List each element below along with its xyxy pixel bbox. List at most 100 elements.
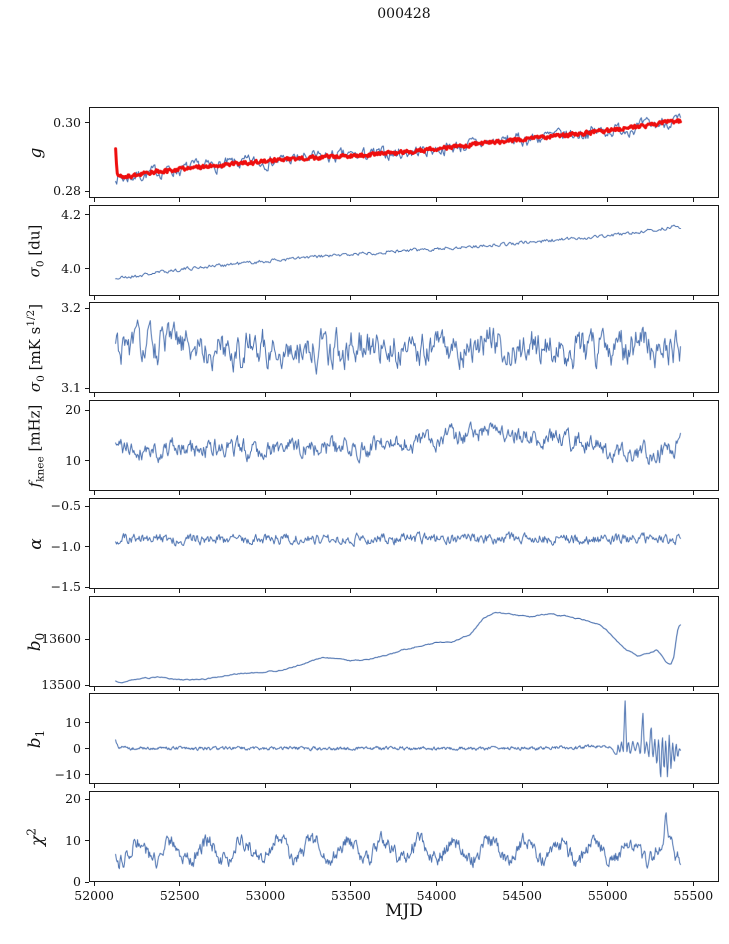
x-tickmark [436, 198, 438, 202]
x-tickmark [436, 491, 438, 495]
x-tickmark [692, 589, 694, 593]
plot-canvas-alpha [90, 499, 718, 588]
figure-title: 000428 [377, 6, 431, 22]
x-tickmark [264, 296, 266, 300]
panel-g [89, 107, 719, 198]
x-axis-label: MJD [385, 901, 423, 921]
y-tick-label: 10 [65, 832, 81, 848]
x-tickmark [692, 784, 694, 788]
x-tick-label: 54000 [416, 888, 457, 903]
x-tickmark [264, 784, 266, 788]
x-tickmark [436, 784, 438, 788]
x-tickmark [607, 589, 609, 593]
x-tickmark [179, 198, 181, 202]
panel-b0 [89, 596, 719, 687]
panel-chi2 [89, 791, 719, 882]
x-tickmark [436, 589, 438, 593]
x-tick-label: 54500 [502, 888, 543, 903]
x-tickmark [521, 589, 523, 593]
y-tick-label: 4.0 [61, 260, 81, 276]
x-tickmark [264, 198, 266, 202]
x-tickmark [521, 198, 523, 202]
x-tick-label: 55000 [587, 888, 628, 903]
x-tickmark [179, 393, 181, 397]
y-tickmark [85, 409, 89, 411]
x-tickmark [692, 393, 694, 397]
y-tickmark [85, 268, 89, 270]
plot-canvas-sigma0-du [90, 206, 718, 295]
y-tickmark [85, 722, 89, 724]
y-tick-label: 0 [73, 740, 81, 756]
y-axis-label-sigma0-mks: σ0 [mK s1/2] [25, 303, 47, 392]
x-tick-label: 52500 [159, 888, 200, 903]
x-tickmark [93, 882, 95, 886]
panel-fknee [89, 400, 719, 491]
y-tick-label: 13600 [41, 631, 81, 647]
panel-alpha [89, 498, 719, 589]
y-tickmark [85, 190, 89, 192]
x-tickmark [264, 491, 266, 495]
y-tick-label: −1.0 [50, 538, 81, 554]
x-tickmark [179, 589, 181, 593]
y-tick-label: −10 [54, 766, 81, 782]
x-tickmark [607, 491, 609, 495]
x-tickmark [93, 784, 95, 788]
x-tickmark [179, 491, 181, 495]
x-tickmark [521, 687, 523, 691]
x-tickmark [350, 589, 352, 593]
x-tickmark [93, 296, 95, 300]
x-tickmark [436, 687, 438, 691]
y-axis-label-g: g [26, 147, 46, 158]
y-tick-label: 3.1 [61, 380, 81, 396]
y-tickmark [85, 840, 89, 842]
panel-b1 [89, 693, 719, 784]
x-tickmark [93, 393, 95, 397]
x-tickmark [692, 491, 694, 495]
y-tickmark [85, 586, 89, 588]
x-tickmark [607, 393, 609, 397]
x-tickmark [350, 784, 352, 788]
plot-canvas-fknee [90, 401, 718, 490]
x-tickmark [93, 198, 95, 202]
panel-sigma0-du [89, 205, 719, 296]
x-tickmark [179, 882, 181, 886]
x-tickmark [436, 882, 438, 886]
y-tickmark [85, 798, 89, 800]
y-tick-label: 0.28 [53, 183, 81, 199]
x-tickmark [350, 882, 352, 886]
x-tickmark [521, 784, 523, 788]
y-tick-label: 10 [65, 452, 81, 468]
y-tick-label: 3.2 [61, 300, 81, 316]
x-tickmark [350, 491, 352, 495]
y-tickmark [85, 748, 89, 750]
x-tickmark [350, 393, 352, 397]
x-tickmark [692, 198, 694, 202]
y-tick-label: 20 [65, 402, 81, 418]
plot-canvas-chi2 [90, 792, 718, 881]
x-tickmark [521, 491, 523, 495]
x-tickmark [93, 687, 95, 691]
x-tickmark [607, 882, 609, 886]
y-tick-label: 20 [65, 791, 81, 807]
x-tickmark [521, 882, 523, 886]
y-tickmark [85, 774, 89, 776]
x-tickmark [179, 296, 181, 300]
x-tickmark [607, 687, 609, 691]
y-tickmark [85, 505, 89, 507]
y-tickmark [85, 307, 89, 309]
x-tickmark [350, 687, 352, 691]
y-tick-label: 13500 [41, 677, 81, 693]
y-tickmark [85, 460, 89, 462]
y-tick-label: 0 [73, 874, 81, 889]
x-tickmark [692, 687, 694, 691]
y-tickmark [85, 214, 89, 215]
x-tickmark [607, 198, 609, 202]
x-tick-label: 53000 [245, 888, 286, 903]
plot-canvas-b0 [90, 597, 718, 686]
x-tick-label: 53500 [331, 888, 371, 903]
y-tickmark [85, 638, 89, 640]
y-tick-label: 4.2 [61, 206, 81, 222]
y-tickmark [85, 387, 89, 389]
x-tickmark [264, 393, 266, 397]
